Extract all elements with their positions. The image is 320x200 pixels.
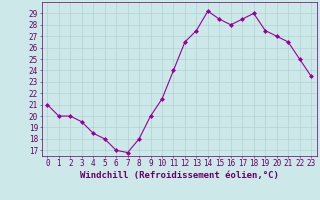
X-axis label: Windchill (Refroidissement éolien,°C): Windchill (Refroidissement éolien,°C)	[80, 171, 279, 180]
